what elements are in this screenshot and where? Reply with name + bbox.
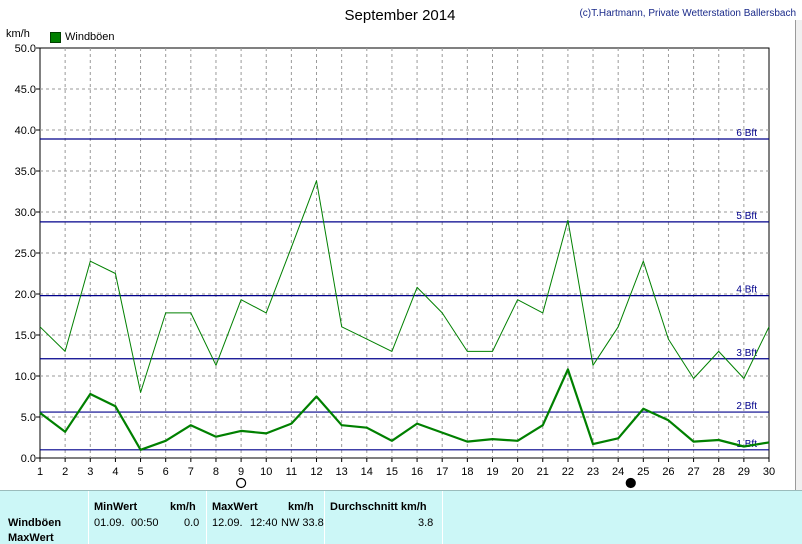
x-tick-label: 6 [163, 466, 169, 478]
x-tick-label: 24 [612, 466, 624, 478]
x-tick-label: 1 [37, 466, 43, 478]
y-tick-label: 50.0 [15, 43, 36, 55]
avg-value: 3.8 [418, 517, 434, 529]
min-unit: km/h [170, 501, 196, 513]
x-tick-label: 17 [436, 466, 448, 478]
max-value: NW 33.8 [281, 517, 324, 529]
y-tick-label: 35.0 [15, 166, 36, 178]
bft-label: 1 Bft [736, 439, 757, 450]
min-column [88, 491, 207, 544]
min-header: MinWert [94, 501, 138, 513]
legend-swatch [50, 31, 61, 43]
x-tick-label: 12 [310, 466, 322, 478]
x-tick-label: 21 [537, 466, 549, 478]
x-tick-label: 25 [637, 466, 649, 478]
x-tick-label: 20 [511, 466, 523, 478]
legend-label: Windböen [65, 31, 115, 43]
x-tick-label: 18 [461, 466, 473, 478]
chart-title: September 2014 [344, 7, 456, 24]
row-label-2: MaxWert [8, 532, 54, 544]
y-tick-label: 45.0 [15, 84, 36, 96]
x-tick-label: 26 [662, 466, 674, 478]
y-tick-label: 10.0 [15, 371, 36, 383]
row-label: Windböen [8, 517, 62, 529]
x-tick-label: 29 [738, 466, 750, 478]
bft-label: 3 Bft [736, 348, 757, 359]
y-tick-label: 0.0 [21, 453, 36, 465]
min-value: 0.0 [184, 517, 200, 529]
x-tick-label: 19 [486, 466, 498, 478]
summary-table: MinWert km/h MaxWert km/h Durchschnitt k… [0, 490, 802, 544]
x-tick-label: 3 [87, 466, 93, 478]
vertical-scrollbar[interactable] [795, 20, 802, 490]
x-tick-label: 22 [562, 466, 574, 478]
min-time: 00:50 [131, 517, 159, 529]
x-tick-label: 14 [361, 466, 373, 478]
y-axis-unit: km/h [6, 28, 30, 40]
x-tick-label: 23 [587, 466, 599, 478]
x-tick-label: 27 [687, 466, 699, 478]
wind-chart: 0.0 5.0 10.0 15.0 20.0 25.0 30.0 35.0 40.0 45.0 50… [15, 43, 775, 489]
x-tick-label: 15 [386, 466, 398, 478]
x-tick-label: 28 [713, 466, 725, 478]
avg-header: Durchschnitt km/h [330, 501, 427, 513]
bft-label: 6 Bft [736, 128, 757, 139]
y-tick-label: 40.0 [15, 125, 36, 137]
x-tick-label: 7 [188, 466, 194, 478]
max-date: 12.09. [212, 517, 243, 529]
empty-column [442, 491, 801, 544]
x-tick-label: 11 [286, 466, 297, 478]
max-header: MaxWert [212, 501, 258, 513]
copyright-text: (c)T.Hartmann, Private Wetterstation Bal… [579, 8, 796, 19]
legend: Windböen [50, 31, 115, 43]
x-tick-label: 30 [763, 466, 775, 478]
x-tick-label: 9 [238, 466, 244, 478]
y-tick-label: 25.0 [15, 248, 36, 260]
bft-label: 4 Bft [736, 285, 757, 296]
max-time: 12:40 [250, 517, 278, 529]
x-tick-label: 4 [112, 466, 118, 478]
x-tick-label: 2 [62, 466, 68, 478]
y-tick-label: 30.0 [15, 207, 36, 219]
max-column [206, 491, 325, 544]
full-moon-icon [236, 477, 247, 489]
x-tick-label: 13 [336, 466, 348, 478]
new-moon-icon [625, 477, 636, 489]
bft-label: 5 Bft [736, 211, 757, 222]
series-line-average [39, 368, 770, 451]
x-tick-label: 10 [260, 466, 272, 478]
series-line-max [39, 180, 770, 393]
x-tick-label: 5 [137, 466, 143, 478]
max-unit: km/h [288, 501, 314, 513]
y-tick-label: 20.0 [15, 289, 36, 301]
y-tick-label: 5.0 [21, 412, 36, 424]
avg-column [324, 491, 443, 544]
y-tick-label: 15.0 [15, 330, 36, 342]
bft-label: 2 Bft [736, 401, 757, 412]
min-date: 01.09. [94, 517, 125, 529]
x-tick-label: 16 [411, 466, 423, 478]
x-tick-label: 8 [213, 466, 219, 478]
